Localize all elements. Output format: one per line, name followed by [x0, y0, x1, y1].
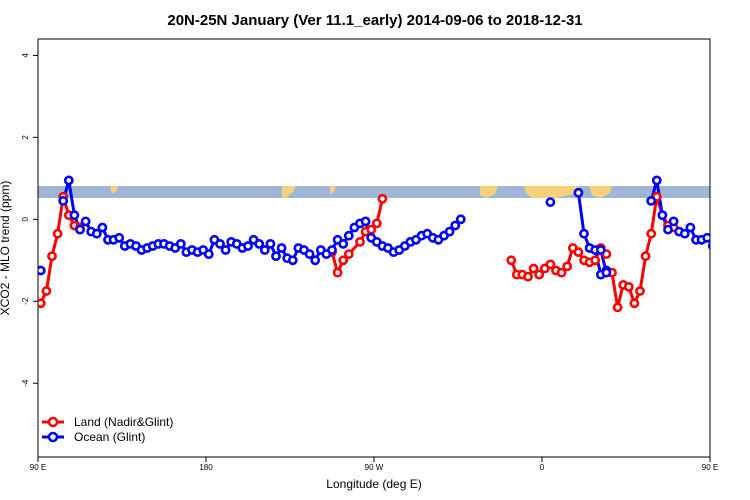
x-tick-label: 0: [540, 463, 545, 472]
land-point: [47, 251, 57, 262]
y-tick-label: 0: [21, 217, 30, 222]
ocean-point: [287, 255, 298, 266]
land-point: [343, 249, 354, 259]
ocean-point: [304, 249, 315, 259]
ocean-point: [38, 265, 46, 276]
land-point: [38, 298, 46, 309]
ocean-point: [651, 175, 662, 186]
ocean-point: [215, 238, 225, 249]
legend-land-marker: [47, 416, 59, 428]
ocean-point: [455, 214, 466, 225]
chart-title: 20N-25N January (Ver 11.1_early) 2014-09…: [167, 12, 582, 29]
ocean-point: [327, 245, 337, 255]
legend: Land (Nadir&Glint) Ocean (Glint): [42, 415, 173, 444]
land-point: [590, 255, 601, 266]
land-point: [377, 193, 388, 204]
ocean-point: [450, 220, 461, 231]
land-point: [338, 255, 349, 266]
ocean-point: [276, 243, 287, 253]
land-point: [528, 263, 539, 274]
land-point: [562, 261, 573, 272]
land-point: [612, 302, 623, 313]
ocean-point: [573, 187, 584, 198]
y-axis: -4 -2 0 2 4: [21, 53, 38, 387]
legend-ocean-label: Ocean (Glint): [74, 430, 145, 444]
x-axis-label: Longitude (deg E): [326, 477, 421, 491]
land-point: [629, 298, 640, 309]
land-point: [506, 255, 517, 266]
ocean-point: [75, 224, 85, 235]
ocean-point: [310, 255, 321, 266]
ocean-point: [203, 249, 214, 259]
ocean-point: [726, 244, 733, 251]
legend-ocean-marker: [47, 431, 59, 443]
ocean-point: [444, 226, 455, 237]
x-tick-label: 90 W: [365, 463, 384, 472]
ocean-point: [646, 195, 657, 206]
ocean-point: [271, 251, 281, 262]
ocean-point: [668, 216, 679, 227]
y-axis-label: XCO2 - MLO trend (ppm): [0, 181, 12, 316]
land-point: [355, 236, 365, 247]
ocean-point: [360, 216, 371, 227]
ocean-point: [663, 224, 673, 235]
land-point: [545, 259, 556, 270]
x-tick-label: 90 E: [30, 463, 46, 472]
land-point: [41, 286, 52, 296]
ocean-point: [715, 240, 722, 247]
ocean-point: [114, 232, 125, 243]
series-layer: [38, 175, 733, 313]
x-tick-label: 90 E: [702, 463, 718, 472]
ocean-point: [720, 242, 727, 249]
ocean-point: [220, 245, 231, 255]
land-point: [640, 251, 651, 262]
land-point: [556, 267, 567, 278]
ocean-point: [91, 228, 102, 239]
land-point: [371, 218, 382, 229]
ocean-point: [63, 175, 74, 186]
ocean-point: [69, 210, 80, 221]
ocean-point: [338, 238, 349, 249]
ocean-point: [595, 245, 606, 255]
ocean-point: [175, 238, 186, 249]
ocean-point: [97, 222, 108, 233]
land-point: [523, 271, 533, 282]
land-point: [534, 269, 545, 280]
ocean-point: [579, 228, 589, 239]
ocean-point: [343, 230, 354, 241]
ocean-point: [545, 197, 556, 207]
ocean-point: [265, 238, 276, 249]
ocean-point: [702, 232, 710, 243]
ocean-point: [58, 195, 69, 206]
y-tick-label: -4: [21, 379, 30, 387]
ocean-point: [679, 228, 690, 239]
land-point: [623, 281, 634, 292]
x-axis: 90 E 180 90 W 0 90 E: [30, 457, 718, 472]
land-sea-strip: [38, 186, 710, 198]
land-point: [635, 286, 645, 296]
land-point: [646, 228, 657, 239]
land-point: [52, 228, 63, 239]
ocean-point: [80, 216, 91, 227]
ocean-point: [243, 241, 253, 251]
x-tick-label: 180: [199, 463, 213, 472]
y-tick-label: 2: [21, 135, 30, 140]
y-tick-label: 4: [21, 53, 30, 58]
ocean-point: [707, 242, 710, 250]
ocean-point: [254, 238, 265, 249]
land-point: [332, 267, 343, 278]
y-tick-label: -2: [21, 297, 30, 305]
ocean-point: [685, 222, 696, 233]
legend-land-label: Land (Nadir&Glint): [74, 415, 173, 429]
ocean-point: [601, 267, 612, 278]
ocean-point: [259, 245, 270, 255]
land-point: [573, 247, 584, 257]
ocean-point: [657, 210, 668, 221]
